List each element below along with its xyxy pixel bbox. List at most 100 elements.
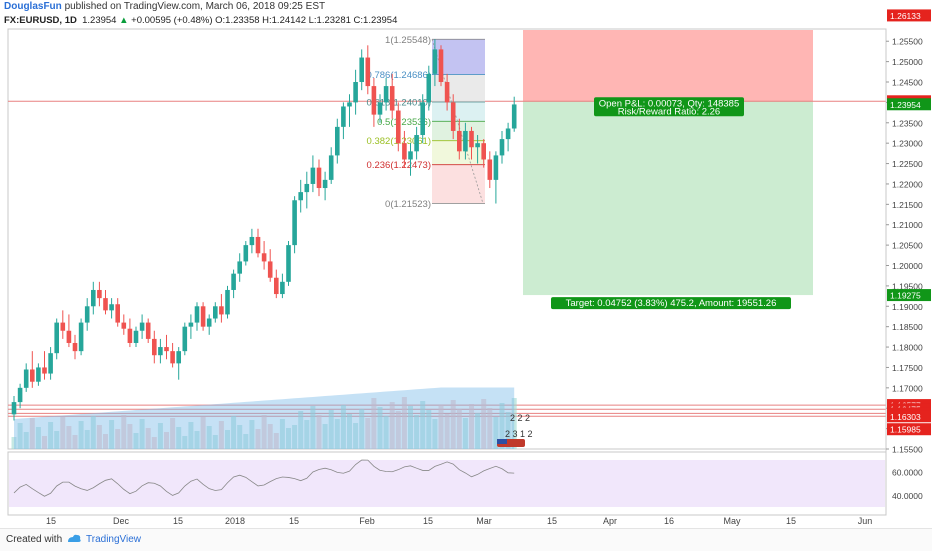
time-tick-label: May [723,516,741,526]
candle-body [499,139,505,156]
volume-average-area [14,387,515,449]
volume-bar [322,424,328,449]
fib-level-label: 0.236(1.22473) [367,160,431,171]
volume-bar [231,416,237,449]
candle-body [78,322,84,352]
candle-body [267,261,273,278]
volume-bar [182,436,188,449]
volume-bar [200,417,206,449]
volume-bar [505,412,511,449]
candle-body [11,402,17,415]
candle-body [341,106,346,127]
price-label-box [887,423,931,436]
volume-bar [359,409,365,449]
volume-bar [340,405,346,449]
candle-body [145,322,151,339]
volume-bar [371,398,377,449]
volume-bar [475,413,481,449]
volume-bar [170,418,176,449]
price-tick-label: 1.24500 [892,78,923,88]
candle-body [84,306,90,323]
candle-body [194,306,200,323]
candle-body [42,367,47,374]
price-change: +0.00595 (+0.48%) [131,15,213,26]
candle-body [310,167,316,184]
ohlc-values: O:1.23358 H:1.24142 L:1.23281 C:1.23954 [215,15,398,26]
last-price: 1.23954 [82,15,117,26]
open-pl-text: Open P&L: 0.00073, Qty: 148385 [599,98,740,109]
volume-bar [54,431,60,449]
price-tick-label: 1.18000 [892,343,923,353]
volume-bar [298,411,304,449]
fib-level-label: 0(1.21523) [385,199,431,210]
candle-body [365,57,371,87]
volume-bar [456,409,462,449]
volume-bar [286,428,291,449]
volume-bar [157,423,163,449]
time-tick-label: 2018 [225,516,245,526]
candle-body [48,353,53,374]
price-tick-label: 1.22000 [892,179,923,189]
candle-body [213,306,218,319]
candle-body [127,328,133,343]
volume-bar [401,397,407,449]
price-tick-label: 1.18500 [892,322,923,332]
volume-bar [42,436,47,449]
volume-bar [29,418,35,449]
volume-bar [60,417,66,449]
volume-bar [90,416,96,449]
candle-body [23,369,29,388]
symbol-label[interactable]: FX:EURUSD, 1D [4,15,77,26]
volume-bar [316,415,322,449]
price-tick-label: 1.25500 [892,37,923,47]
volume-bar [84,430,90,449]
tradingview-brand-link[interactable]: TradingView [86,534,142,545]
price-tick-label: 1.19500 [892,281,923,291]
candle-body [383,86,389,103]
price-label: 1.23954 [890,100,921,110]
time-tick-label: Apr [603,516,617,526]
volume-bar [17,423,23,449]
volume-bar [432,419,438,449]
price-tick-label: 1.23000 [892,139,923,149]
price-tick-label: 1.17500 [892,363,923,373]
candle-body [200,306,206,327]
chart-canvas[interactable]: 1(1.25548)0.786(1.24686)0.618(1.24010)0.… [0,0,932,528]
candle-body [274,277,279,295]
candle-body [353,82,358,103]
candle-body [438,49,444,83]
volume-bar [133,433,139,449]
candle-body [396,110,401,144]
symbol-line: FX:EURUSD, 1D 1.23954 ▲ +0.00595 (+0.48%… [4,15,397,26]
candle-body [316,167,322,189]
volume-bar [261,415,267,449]
price-tick-label: 1.19000 [892,302,923,312]
volume-bar [23,432,29,449]
volume-bar [334,419,340,449]
volume-bar [48,422,54,449]
price-tick-label: 1.21500 [892,200,923,210]
candle-body [139,322,145,331]
volume-bar [279,419,285,449]
volume-bar [408,406,413,449]
stop-loss-zone [523,30,813,102]
price-label: 1.15985 [890,425,921,435]
volume-bar [414,415,420,449]
candle-body [97,289,102,299]
rsi-tick-label: 40.0000 [892,491,923,501]
price-tick-label: 1.15500 [892,445,923,455]
candle-body [505,128,511,140]
candle-body [481,143,486,160]
author-link[interactable]: DouglasFun [4,1,62,12]
volume-bar [353,423,359,449]
candle-body [109,304,114,311]
candle-body [475,143,480,148]
target-text: Target: 0.04752 (3.83%) 475.2, Amount: 1… [566,298,777,309]
volume-bar [444,414,450,449]
candle-body [17,387,23,403]
time-tick-label: Jun [858,516,873,526]
candle-body [60,322,66,331]
candle-body [463,130,468,152]
candle-body [121,322,127,329]
volume-bar [395,411,401,449]
